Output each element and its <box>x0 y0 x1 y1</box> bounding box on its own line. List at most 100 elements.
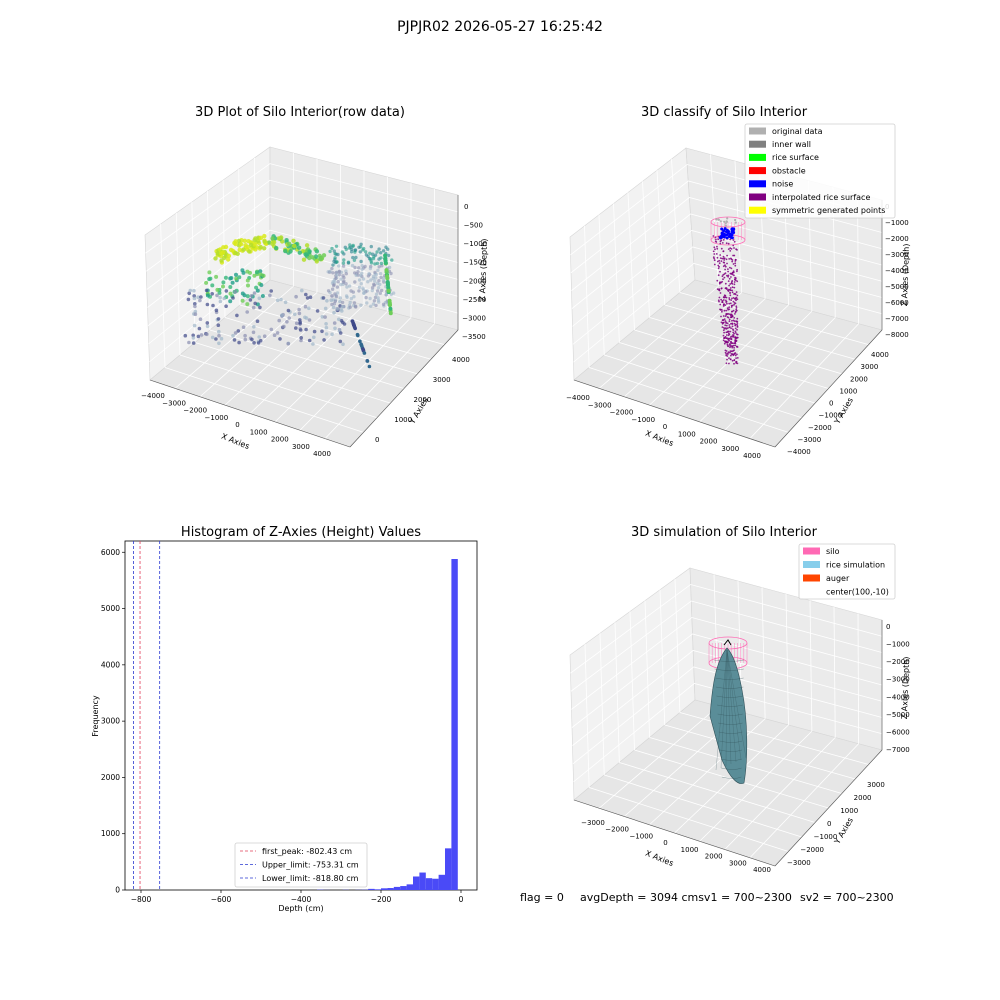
interpolated-point <box>728 313 731 315</box>
auger-marker <box>723 639 732 646</box>
interpolated-point <box>719 281 721 284</box>
interpolated-point <box>733 317 736 319</box>
data-point <box>299 336 304 340</box>
data-point <box>258 235 264 240</box>
surface-mesh-line <box>716 695 744 698</box>
interpolated-point <box>719 254 722 256</box>
histogram-bar <box>374 889 381 890</box>
data-point <box>224 304 228 309</box>
interpolated-point <box>725 312 728 315</box>
data-point <box>192 296 197 301</box>
interpolated-point <box>732 263 735 265</box>
interpolated-point <box>735 307 738 309</box>
data-point <box>374 292 379 296</box>
data-point <box>337 270 341 274</box>
data-point <box>362 291 366 295</box>
interpolated-point <box>734 327 737 330</box>
x-axis-line <box>573 379 776 448</box>
surface-mesh-line <box>716 704 744 707</box>
data-point <box>369 261 374 265</box>
panel-raw-title: 3D Plot of Silo Interior(row data) <box>195 105 405 120</box>
data-point <box>287 241 292 246</box>
interpolated-point <box>718 265 720 268</box>
interpolated-point <box>713 253 716 255</box>
grid-line <box>571 633 883 728</box>
data-point <box>359 343 364 348</box>
surface-mesh-line <box>714 668 744 671</box>
data-point <box>307 338 312 343</box>
histogram-y-axis-label: Frequency <box>91 695 100 737</box>
interpolated-point <box>732 297 735 299</box>
data-point <box>331 279 335 284</box>
interpolated-point <box>725 299 727 302</box>
data-point <box>331 263 335 267</box>
interpolated-point <box>729 250 732 252</box>
panel-histogram: Histogram of Z-Axies (Height) Values −80… <box>91 525 478 913</box>
data-point <box>234 276 239 281</box>
y-tick-label: 3000 <box>101 717 120 726</box>
surface-mesh-line <box>717 713 743 716</box>
data-point <box>357 285 362 289</box>
data-point <box>357 245 361 249</box>
data-point <box>353 304 358 308</box>
interpolated-point <box>727 248 730 251</box>
noise-point <box>720 235 724 239</box>
data-point <box>371 302 376 306</box>
interpolated-point <box>736 270 738 273</box>
tick-label: −4000 <box>141 392 165 400</box>
data-point <box>352 301 357 305</box>
data-point <box>303 315 307 320</box>
interpolated-point <box>716 260 719 263</box>
data-point <box>352 258 357 262</box>
data-point <box>214 337 218 341</box>
footer-avg-depth: avgDepth = 3094 cmsv1 = 700~2300 <box>580 891 792 904</box>
data-point <box>196 334 201 339</box>
interpolated-point <box>721 301 724 304</box>
y-tick-label: 4000 <box>101 660 120 669</box>
interpolated-point <box>731 260 734 263</box>
data-point <box>192 288 196 293</box>
data-point <box>241 325 246 330</box>
data-point <box>192 294 196 298</box>
interpolated-point <box>719 292 722 294</box>
tick-label: 3000 <box>292 443 310 451</box>
tick-label: −3000 <box>462 314 486 322</box>
surface-mesh-line <box>719 740 743 743</box>
data-point <box>313 254 319 259</box>
tick-label: −6000 <box>885 299 909 307</box>
interpolated-point <box>728 357 730 360</box>
data-point <box>307 306 311 311</box>
data-point <box>330 294 334 298</box>
grid-line <box>649 317 842 375</box>
data-point <box>354 273 358 277</box>
interpolated-point <box>716 245 718 248</box>
interpolated-point <box>735 357 737 359</box>
data-point <box>226 253 232 259</box>
interpolated-point <box>735 277 737 279</box>
data-point <box>361 347 365 351</box>
data-point <box>304 292 308 297</box>
interpolated-point <box>718 289 721 292</box>
data-point <box>251 330 256 335</box>
interpolated-point <box>734 340 737 343</box>
data-point <box>228 285 233 289</box>
tick-label: 4000 <box>743 452 761 460</box>
data-point <box>376 268 380 272</box>
data-point <box>373 253 378 257</box>
data-point <box>358 339 362 344</box>
data-point <box>377 279 381 283</box>
interpolated-point <box>731 291 734 294</box>
data-point <box>328 249 332 254</box>
histogram-bar <box>393 886 401 890</box>
data-point <box>231 333 235 338</box>
interpolated-point <box>736 345 738 348</box>
histogram-plot-area <box>124 540 478 891</box>
data-point <box>223 275 228 280</box>
interpolated-point <box>731 350 733 352</box>
original-point <box>715 218 718 221</box>
data-point <box>364 295 368 300</box>
data-point <box>226 257 231 262</box>
interpolated-point <box>729 247 732 250</box>
data-point <box>304 252 309 257</box>
data-point <box>384 268 389 273</box>
